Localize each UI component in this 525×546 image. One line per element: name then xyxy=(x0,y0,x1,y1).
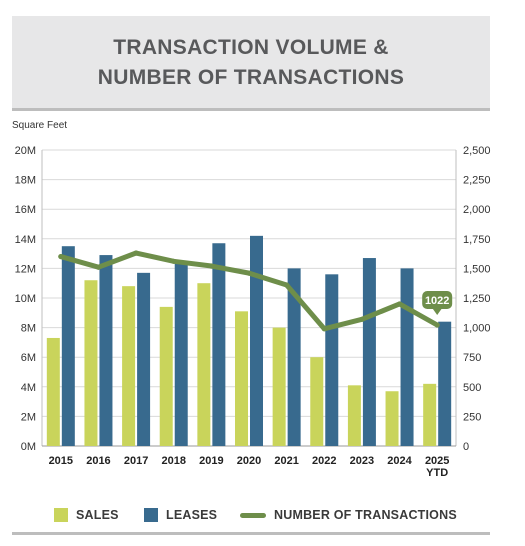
bar-sales xyxy=(235,311,248,446)
legend-label-leases: LEASES xyxy=(166,508,218,522)
bar-leases xyxy=(438,321,452,446)
legend-item-leases: LEASES xyxy=(144,506,217,524)
x-tick-label: 2021 xyxy=(274,455,298,467)
legend-swatch-transactions xyxy=(240,512,266,518)
bar-leases xyxy=(287,268,301,446)
point-transactions xyxy=(246,270,252,276)
chart-title-line-1: TRANSACTION VOLUME & xyxy=(113,36,389,59)
y2-tick-label: 1,500 xyxy=(463,263,491,275)
point-transactions xyxy=(321,326,327,332)
point-transactions xyxy=(434,322,440,328)
x-tick-label: 2019 xyxy=(199,455,223,467)
y-tick-label: 20M xyxy=(15,145,36,157)
point-transactions xyxy=(396,301,403,307)
y-tick-label: 8M xyxy=(21,323,36,335)
legend-item-transactions: NUMBER OF TRANSACTIONS xyxy=(240,506,457,524)
legend-swatch-sales xyxy=(54,508,68,522)
x-tick-label: 2016 xyxy=(86,455,110,467)
y-axis-label: Square Feet xyxy=(12,120,68,131)
chart-title-line-2: NUMBER OF TRANSACTIONS xyxy=(97,66,405,89)
y-tick-label: 6M xyxy=(21,352,36,364)
bar-leases xyxy=(174,261,188,446)
x-tick-label: 2015 xyxy=(49,455,73,467)
bar-leases xyxy=(61,246,75,446)
point-transactions xyxy=(284,282,290,288)
x-tick-label: 2024 xyxy=(387,455,412,467)
bar-leases xyxy=(325,274,339,446)
series-line-transactions xyxy=(58,250,440,332)
bottom-rule xyxy=(12,532,490,535)
bar-leases xyxy=(212,243,226,446)
y2-tick-label: 1,000 xyxy=(463,323,491,335)
y-tick-label: 4M xyxy=(21,382,36,394)
x-tick-label: YTD xyxy=(426,467,448,479)
bar-sales xyxy=(84,280,98,446)
x-tick-label: 2017 xyxy=(124,455,148,467)
y2-tick-label: 2,250 xyxy=(463,175,491,187)
annotation-label: 1022 xyxy=(425,295,449,307)
point-transactions xyxy=(208,263,214,269)
y-tick-label: 0M xyxy=(21,441,36,453)
bar-leases xyxy=(250,235,263,446)
y2-tick-label: 2,000 xyxy=(463,204,491,216)
chart-title-box: TRANSACTION VOLUME & NUMBER OF TRANSACTI… xyxy=(12,16,490,111)
point-transactions xyxy=(133,250,139,256)
y2-tick-label: 0 xyxy=(463,441,469,453)
bar-leases xyxy=(137,272,151,446)
x-tick-label: 2023 xyxy=(350,455,374,467)
x-tick-label: 2022 xyxy=(312,455,336,467)
bar-sales xyxy=(122,286,136,446)
y2-tick-label: 750 xyxy=(463,352,481,364)
y2-tick-label: 1,250 xyxy=(463,293,491,305)
x-tick-label: 2020 xyxy=(237,455,261,467)
bar-sales xyxy=(385,391,399,446)
bar-sales xyxy=(159,306,173,446)
y-tick-label: 10M xyxy=(15,293,36,305)
legend-label-sales: SALES xyxy=(76,508,119,522)
y-tick-label: 12M xyxy=(15,263,36,275)
annotation-bubble xyxy=(422,290,453,309)
y-tick-label: 18M xyxy=(15,175,36,187)
annotation-pointer xyxy=(432,307,443,315)
y-tick-label: 14M xyxy=(15,234,36,246)
y2-tick-label: 500 xyxy=(463,382,481,394)
y2-tick-label: 1,750 xyxy=(463,234,491,246)
bar-sales xyxy=(347,385,361,446)
point-transactions xyxy=(359,316,365,322)
y2-tick-label: 2,500 xyxy=(463,145,491,157)
bar-sales xyxy=(423,383,437,446)
legend-label-transactions: NUMBER OF TRANSACTIONS xyxy=(274,508,457,522)
point-transactions xyxy=(95,264,102,270)
bar-sales xyxy=(272,327,286,446)
legend-swatch-leases xyxy=(144,508,158,522)
bar-sales xyxy=(310,357,324,446)
x-tick-label: 2025 xyxy=(425,455,449,467)
chart-legend: SALES LEASES NUMBER OF TRANSACTIONS xyxy=(12,500,490,530)
point-transactions xyxy=(58,253,64,260)
y-tick-label: 16M xyxy=(15,204,36,216)
bar-leases xyxy=(99,255,113,446)
y-tick-label: 2M xyxy=(21,411,36,423)
bar-sales xyxy=(197,283,211,446)
bar-leases xyxy=(400,268,414,446)
x-tick-label: 2018 xyxy=(161,455,185,467)
point-transactions xyxy=(171,258,177,264)
bar-leases xyxy=(362,258,376,446)
bar-sales xyxy=(46,337,60,446)
legend-item-sales: SALES xyxy=(54,506,119,524)
y2-tick-label: 250 xyxy=(463,411,481,423)
